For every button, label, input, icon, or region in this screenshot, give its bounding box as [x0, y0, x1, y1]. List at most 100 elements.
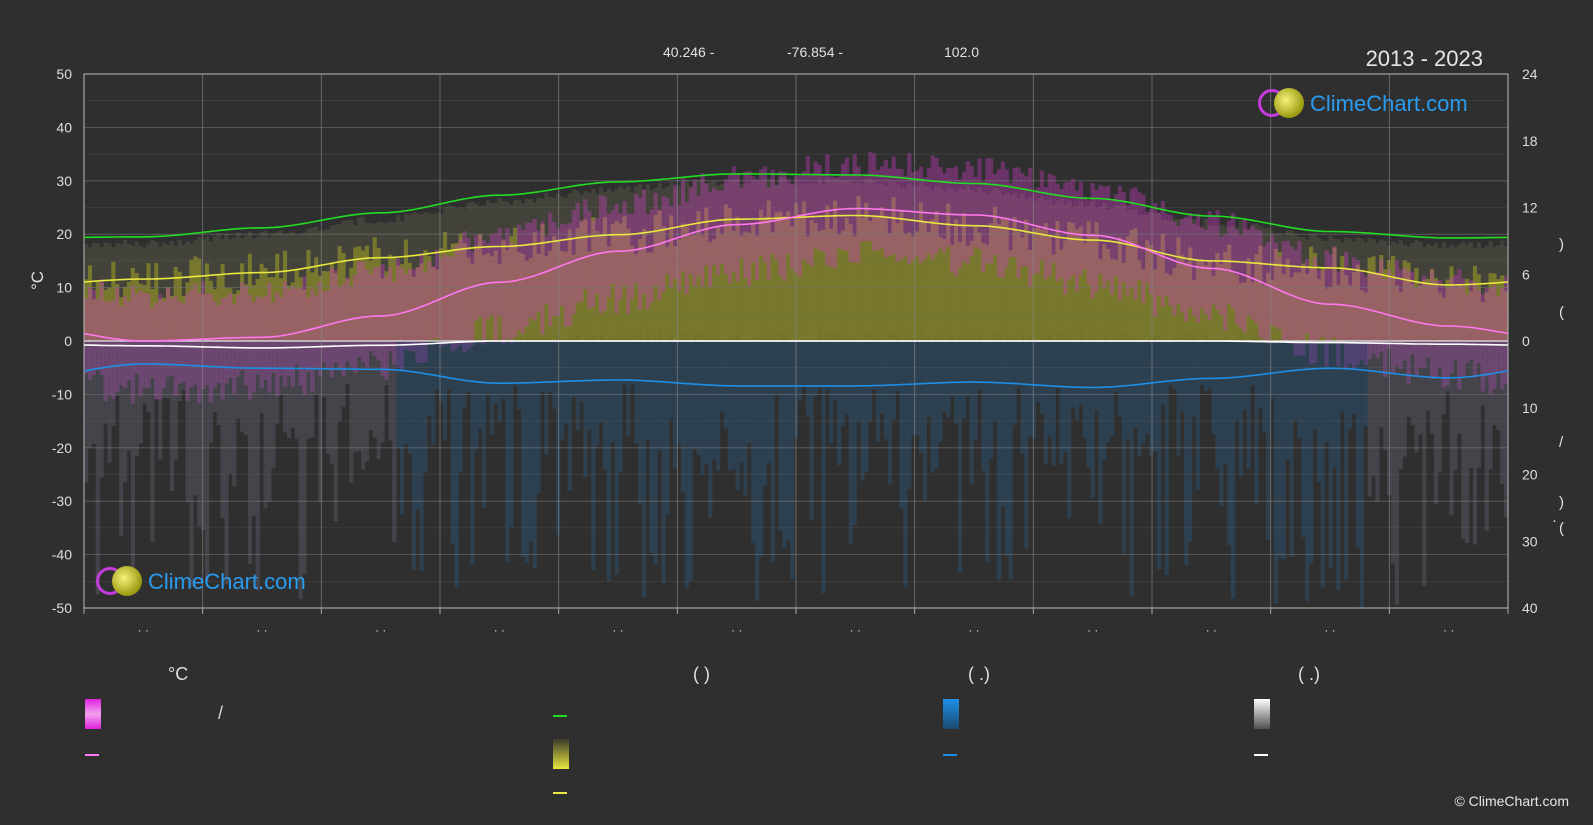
precipitation-bar: [1351, 341, 1357, 415]
daylight-bar: [1480, 248, 1485, 341]
sunshine-bar: [1211, 275, 1216, 341]
sunshine-bar: [415, 267, 420, 341]
precipitation-bar: [993, 341, 998, 421]
sunshine-bar: [829, 228, 834, 341]
precipitation-bar: [142, 341, 147, 404]
daylight-bar: [302, 232, 307, 340]
sunshine-bar: [544, 256, 549, 341]
precipitation-bar: [1406, 341, 1411, 417]
precipitation-bar: [1297, 341, 1302, 439]
sunshine-bar: [1141, 269, 1146, 341]
precipitation-bar: [201, 341, 206, 531]
sunshine-bar: [204, 263, 210, 341]
daylight-bar: [150, 240, 155, 334]
sunshine-bar: [1219, 264, 1224, 341]
temperature-range-bar: [840, 163, 846, 250]
precipitation-bar: [1223, 341, 1228, 465]
precipitation-bar: [1086, 341, 1091, 468]
temperature-range-bar: [458, 239, 463, 346]
sunshine-bar: [989, 223, 994, 341]
temperature-range-bar: [1285, 240, 1290, 344]
sunshine-bar: [813, 223, 818, 341]
daylight-bar: [1238, 221, 1244, 334]
precipitation-bar: [669, 341, 674, 419]
sunshine-bar: [1137, 260, 1142, 341]
precipitation-bar: [1172, 341, 1177, 390]
temperature-range-bar: [688, 187, 693, 274]
precipitation-bar: [872, 341, 877, 390]
temperature-range-bar: [1496, 296, 1501, 374]
temperature-range-bar: [392, 281, 397, 365]
logo-top[interactable]: ClimeChart.com: [1258, 88, 1468, 120]
precipitation-bar: [454, 341, 459, 587]
precipitation-bar: [700, 341, 705, 475]
logo-bottom[interactable]: ClimeChart.com: [96, 566, 306, 598]
precipitation-bar: [1168, 341, 1173, 386]
sunshine-bar: [216, 273, 221, 341]
temperature-range-bar: [197, 292, 202, 404]
sunshine-bar: [641, 228, 647, 341]
precipitation-bar: [1125, 341, 1130, 439]
precipitation-bar: [938, 341, 943, 442]
precipitation-bar: [489, 341, 494, 435]
temperature-range-bar: [396, 258, 401, 368]
temperature-range-bar: [583, 199, 588, 290]
precipitation-bar: [1113, 341, 1119, 392]
sunshine-bar: [134, 273, 139, 341]
sunshine-bar: [1476, 274, 1481, 341]
sunshine-bar: [934, 211, 939, 341]
temperature-range-bar: [1262, 246, 1267, 341]
temperature-range-bar: [774, 185, 779, 260]
temperature-range-bar: [1484, 287, 1489, 377]
precipitation-bar: [735, 341, 740, 491]
sunshine-bar: [1258, 245, 1263, 341]
sunshine-bar: [536, 253, 541, 341]
sunshine-bar: [1191, 279, 1197, 341]
precipitation-bar: [723, 341, 729, 429]
temperature-range-bar: [696, 195, 701, 276]
sunshine-bar: [1398, 291, 1403, 341]
sunshine-bar: [247, 253, 253, 341]
temperature-range-bar: [1028, 167, 1033, 287]
precipitation-bar: [1141, 341, 1146, 444]
precipitation-bar: [961, 341, 967, 419]
precipitation-bar: [1344, 341, 1349, 580]
sunshine-bar: [158, 299, 163, 341]
sunshine-bar: [360, 250, 366, 341]
temperature-range-bar: [571, 210, 576, 315]
sunshine-bar: [556, 241, 561, 341]
sunshine-bar: [407, 262, 413, 341]
sunshine-bar: [1383, 269, 1388, 341]
sunshine-bar: [333, 273, 338, 341]
sunshine-bar: [1254, 254, 1259, 341]
sunshine-bar: [1016, 231, 1021, 341]
sunshine-bar: [762, 216, 768, 341]
sunshine-bar: [833, 200, 838, 341]
sunshine-bar: [1024, 219, 1029, 341]
precipitation-bar: [719, 341, 725, 412]
sunshine-bar: [575, 228, 580, 341]
sunshine-bar: [263, 267, 268, 341]
sunshine-bar: [868, 220, 873, 341]
precipitation-bar: [1309, 341, 1314, 564]
precipitation-bar: [1336, 341, 1341, 591]
precipitation-bar: [1414, 341, 1419, 453]
temperature-range-bar: [1344, 251, 1349, 369]
sunshine-bar: [1500, 275, 1505, 341]
precipitation-bar: [1445, 341, 1450, 392]
sunshine-bar: [275, 253, 280, 341]
temperature-range-bar: [1418, 283, 1423, 368]
temperature-range-bar: [1500, 288, 1505, 390]
temperature-range-bar: [130, 285, 136, 404]
sunshine-bar: [439, 248, 444, 341]
daylight-bar: [103, 242, 108, 336]
sunshine-bar: [321, 270, 327, 341]
precipitation-bar: [782, 341, 787, 549]
sunshine-bar: [84, 279, 89, 341]
tick-labels-layer: 50 40 30 20 10 0 -10 -20 -30 -40 -50 24 18 12 6 0 10 20 30…: [52, 66, 1538, 637]
temperature-range-bar: [977, 158, 982, 250]
sunshine-bar: [797, 213, 803, 341]
precipitation-bar: [1312, 341, 1318, 430]
sunshine-bar: [380, 278, 385, 341]
precipitation-bar: [969, 341, 974, 485]
